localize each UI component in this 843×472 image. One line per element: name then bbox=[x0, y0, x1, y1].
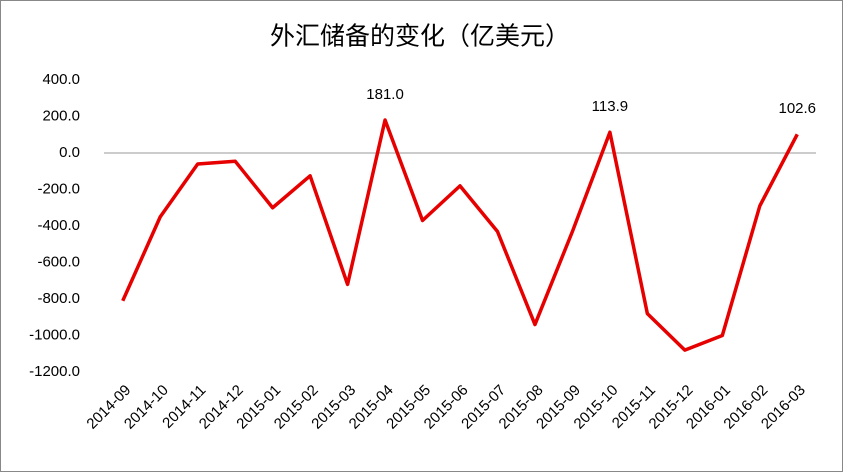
y-tick-label: 200.0 bbox=[42, 107, 80, 124]
y-tick-label: -1200.0 bbox=[29, 363, 80, 380]
data-label: 113.9 bbox=[592, 98, 628, 115]
data-label: 181.0 bbox=[366, 86, 404, 103]
data-line bbox=[121, 118, 799, 352]
y-tick-label: -400.0 bbox=[37, 217, 80, 234]
y-tick-label: -200.0 bbox=[37, 180, 80, 197]
chart-title: 外汇储备的变化（亿美元） bbox=[270, 23, 570, 51]
y-tick-label: -800.0 bbox=[37, 290, 80, 307]
y-tick-label: -600.0 bbox=[37, 253, 80, 270]
data-label: 102.6 bbox=[778, 100, 816, 117]
y-tick-label: 400.0 bbox=[42, 71, 80, 88]
y-tick-label: -1000.0 bbox=[29, 326, 80, 343]
y-tick-label: 0.0 bbox=[59, 144, 80, 161]
